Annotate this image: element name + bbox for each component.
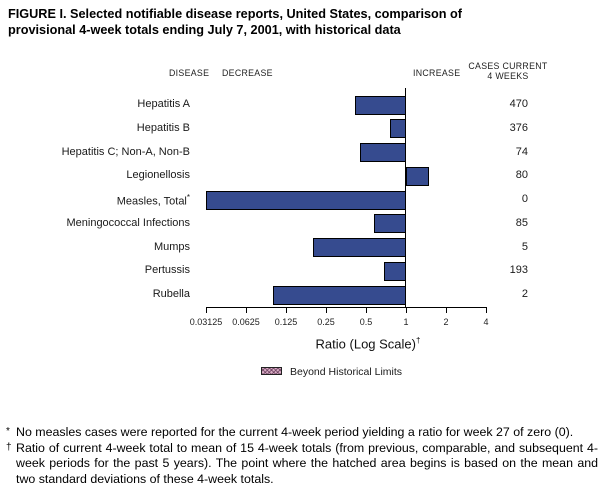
axis-tick xyxy=(486,307,487,313)
row-label-legionellosis: Legionellosis xyxy=(126,169,190,182)
cases-count: 193 xyxy=(509,264,528,277)
axis-tick-label: 1 xyxy=(403,317,409,327)
cases-count: 376 xyxy=(509,121,528,134)
cases-count: 5 xyxy=(521,240,528,253)
axis-tick-label: 0.125 xyxy=(274,317,298,327)
ratio-bar xyxy=(273,285,406,305)
ratio-bar xyxy=(373,214,406,234)
cases-count: 80 xyxy=(515,169,528,182)
axis-tick xyxy=(286,307,287,313)
column-header-cases: CASES CURRENT 4 WEEKS xyxy=(453,61,563,81)
cases-count: 2 xyxy=(521,288,528,300)
x-axis-label-dagger: † xyxy=(416,336,421,345)
figure-title-line1: FIGURE I. Selected notifiable disease re… xyxy=(8,7,463,21)
cases-count: 470 xyxy=(509,98,528,110)
x-axis-line xyxy=(206,307,487,308)
legend-hatched-swatch xyxy=(261,367,282,375)
axis-tick xyxy=(206,307,207,313)
row-footnote-marker: * xyxy=(186,193,190,202)
ratio-bar xyxy=(206,190,406,210)
column-header-cases-line1: CASES CURRENT xyxy=(468,61,548,71)
legend-label: Beyond Historical Limits xyxy=(290,366,403,378)
axis-tick xyxy=(246,307,247,313)
axis-tick xyxy=(406,307,407,313)
ratio-bar xyxy=(383,261,406,281)
ratio-bar xyxy=(359,143,406,162)
column-header-cases-line2: 4 WEEKS xyxy=(487,70,529,81)
column-header-increase: INCREASE xyxy=(413,68,461,78)
column-header-decrease: DECREASE xyxy=(222,68,273,78)
axis-tick-label: 0.0625 xyxy=(232,317,260,327)
footnote-asterisk-text: No measles cases were reported for the c… xyxy=(16,425,574,439)
row-label-meningococcal-infections: Meningococcal Infections xyxy=(66,216,190,229)
row-label-hepatitis-a: Hepatitis A xyxy=(137,98,190,110)
row-label-hepatitis-c-non-a-non-b: Hepatitis C; Non-A, Non-B xyxy=(61,145,190,158)
footnote-measles: * No measles cases were reported for the… xyxy=(6,425,598,441)
cases-count: 85 xyxy=(515,216,528,229)
row-label-mumps: Mumps xyxy=(153,240,190,253)
x-axis-label-text: Ratio (Log Scale) xyxy=(315,336,416,352)
row-label-measles-total: Measles, Total* xyxy=(116,193,190,208)
footnote-asterisk-marker: * xyxy=(6,426,10,437)
row-label-pertussis: Pertussis xyxy=(144,264,190,277)
axis-tick-label: 0.25 xyxy=(317,317,335,327)
axis-tick xyxy=(366,307,367,313)
cases-count: 74 xyxy=(515,145,528,158)
row-label-rubella: Rubella xyxy=(152,288,190,300)
ratio-bar xyxy=(390,119,406,139)
figure-title-line2: provisional 4-week totals ending July 7,… xyxy=(8,22,401,37)
axis-tick-label: 0.03125 xyxy=(189,317,223,327)
axis-tick-label: 0.5 xyxy=(359,317,373,327)
cases-count: 0 xyxy=(521,193,528,205)
footnote-dagger-marker: † xyxy=(6,441,12,453)
footnote-ratio: † Ratio of current 4-week total to mean … xyxy=(6,441,598,488)
footnote-dagger-text: Ratio of current 4-week total to mean of… xyxy=(16,440,598,486)
axis-tick xyxy=(326,307,327,313)
ratio-bar xyxy=(406,166,429,186)
ratio-bar xyxy=(313,238,406,257)
footnotes: * No measles cases were reported for the… xyxy=(6,425,598,487)
ratio-1-reference-line xyxy=(405,88,406,308)
row-label-hepatitis-b: Hepatitis B xyxy=(136,121,190,134)
figure-title: FIGURE I. Selected notifiable disease re… xyxy=(8,7,596,38)
axis-tick-label: 4 xyxy=(483,317,489,327)
axis-tick xyxy=(446,307,447,313)
x-axis-label: Ratio (Log Scale)† xyxy=(256,336,480,351)
column-header-disease: DISEASE xyxy=(169,68,210,78)
axis-tick-label: 2 xyxy=(443,317,449,327)
ratio-bar xyxy=(354,95,406,115)
